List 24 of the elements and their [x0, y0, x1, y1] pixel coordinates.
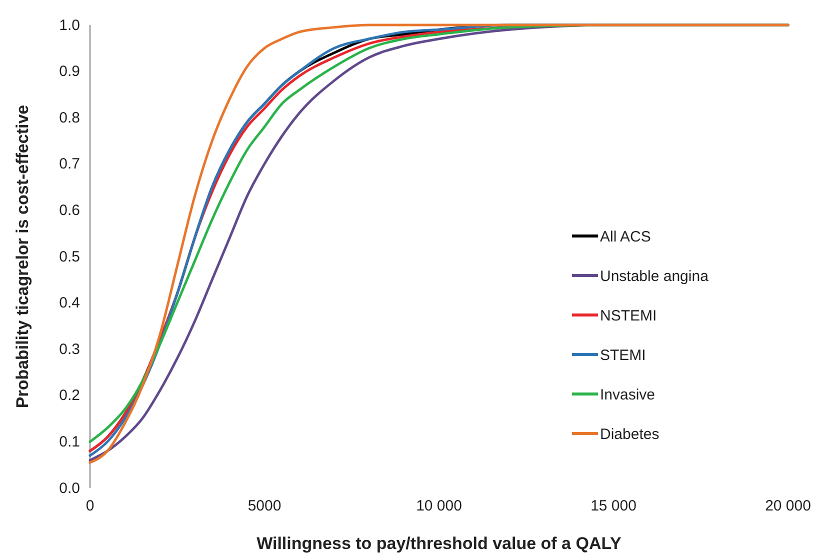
y-tick-label: 0.7 — [59, 156, 80, 173]
x-tick-label: 20 000 — [765, 498, 811, 515]
y-tick-label: 0.5 — [59, 248, 80, 266]
legend-label: Invasive — [600, 386, 656, 404]
x-tick-label: 10 000 — [416, 498, 462, 515]
legend-label: All ACS — [600, 228, 651, 246]
y-tick-label: 0.2 — [59, 387, 80, 404]
legend-label: Unstable angina — [600, 268, 710, 285]
x-axis-title: Willingness to pay/threshold value of a QALY — [256, 534, 622, 553]
x-tick-label: 0 — [86, 498, 94, 515]
legend-label: Diabetes — [600, 426, 660, 443]
x-tick-label: 5000 — [248, 498, 282, 515]
y-tick-label: 0.8 — [59, 109, 80, 126]
y-tick-label: 0.4 — [59, 294, 80, 312]
y-tick-label: 0.3 — [59, 340, 80, 358]
y-tick-label: 1.0 — [59, 16, 80, 34]
y-tick-label: 0.0 — [59, 480, 80, 497]
legend-label: STEMI — [600, 346, 646, 364]
y-tick-label: 0.9 — [59, 63, 80, 80]
legend-label: NSTEMI — [600, 307, 657, 324]
y-tick-label: 0.1 — [59, 434, 80, 450]
x-tick-label: 15 000 — [590, 498, 636, 515]
y-tick-label: 0.6 — [59, 202, 80, 219]
y-axis-title: Probability ticagrelor is cost-effective — [13, 104, 32, 408]
